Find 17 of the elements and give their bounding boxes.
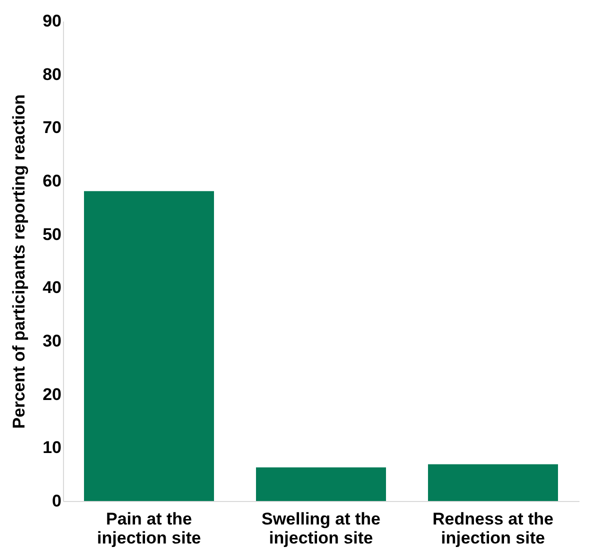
x-tick-label: Swelling at the injection site [261,510,381,548]
y-tick-label: 10 [42,438,62,458]
x-tick-label: Pain at the injection site [97,510,201,548]
y-tick-label: 80 [42,64,62,84]
y-tick-label: 0 [52,492,62,510]
y-tick-label: 60 [42,172,62,190]
y-tick-label: 40 [42,278,62,298]
y-tick-label: 20 [42,384,62,404]
bar [428,464,558,501]
y-tick-label: 90 [42,12,62,30]
bar [84,191,214,501]
y-tick-label: 70 [42,118,62,138]
y-tick-label: 30 [42,332,62,350]
y-axis-title: Percent of participants reporting reaction [10,94,29,429]
bar [256,467,386,501]
x-tick-label: Redness at the injection site [432,510,554,548]
y-tick-label: 50 [42,224,62,244]
